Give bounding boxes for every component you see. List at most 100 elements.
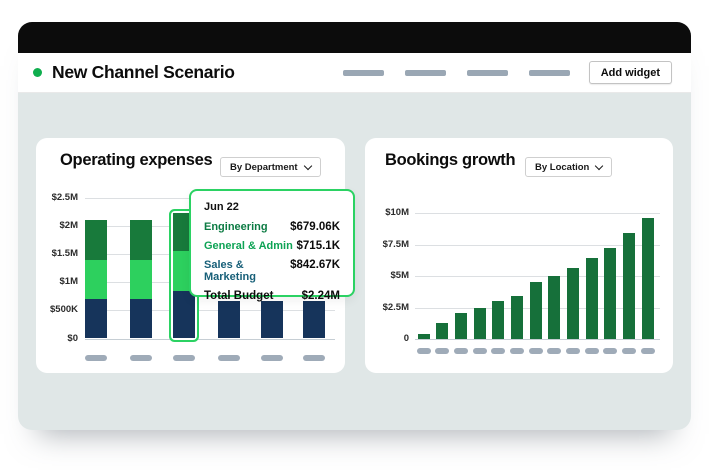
x-axis-label-placeholder [260, 355, 283, 361]
bar-segment [85, 298, 107, 339]
tooltip-total-value: $2.24M [301, 290, 340, 302]
gridline [415, 244, 660, 246]
bar[interactable] [641, 218, 654, 339]
bar[interactable] [260, 300, 283, 339]
x-axis-label-placeholder [85, 355, 107, 361]
gridline [415, 276, 660, 277]
x-axis-label-placeholder [584, 348, 599, 354]
tooltip-label: Sales & Marketing [204, 259, 256, 283]
page-title: New Channel Scenario [52, 62, 235, 82]
bar[interactable] [454, 312, 467, 339]
x-axis-label-placeholder [435, 348, 450, 354]
x-axis-label-placeholder [303, 355, 325, 361]
chart-tooltip: Jun 22 Engineering $679.06K General & Ad… [189, 189, 355, 302]
nav-placeholder-item[interactable] [404, 69, 446, 76]
bar-segment [585, 258, 598, 339]
nav-placeholder-item[interactable] [466, 69, 508, 76]
tooltip-row-total: Total Budget $2.24M [204, 290, 340, 302]
bar-segment [604, 248, 617, 339]
x-axis-label-placeholder [491, 348, 506, 354]
x-axis-label-placeholder [130, 355, 152, 361]
bar[interactable] [548, 276, 561, 339]
bar-segment [130, 298, 152, 339]
bar[interactable] [510, 296, 523, 339]
nav-placeholder-item[interactable] [342, 69, 384, 76]
bar[interactable] [417, 333, 430, 339]
bar-segment [622, 233, 635, 339]
bar-segment [436, 322, 449, 339]
app-header: New Channel Scenario Add widget [18, 53, 691, 93]
bar-segment [510, 296, 523, 339]
gridline [415, 339, 660, 340]
y-axis-label: 0 [403, 333, 409, 344]
bar-segment [417, 333, 430, 339]
bar-segment [529, 282, 542, 339]
x-axis-label-placeholder [547, 348, 562, 354]
bar[interactable] [130, 219, 152, 339]
bar[interactable] [85, 219, 107, 339]
bookings-growth-chart: $10M $7.5M $5M $2.5M 0 [365, 138, 673, 373]
y-axis-label: $1.5M [51, 248, 78, 260]
gridline [85, 338, 335, 340]
tooltip-value: $715.1K [296, 240, 340, 252]
y-axis-label: $2.5M [382, 301, 409, 313]
tooltip-row-sales-marketing: Sales & Marketing $842.67K [204, 259, 340, 283]
bar[interactable] [529, 282, 542, 339]
operating-expenses-title: Operating expenses [60, 151, 213, 169]
y-axis-label: $500K [50, 304, 78, 316]
x-axis-label-placeholder [173, 355, 195, 361]
tooltip-label: General & Admin [204, 240, 293, 252]
tooltip-date: Jun 22 [204, 201, 239, 213]
by-location-dropdown[interactable]: By Location [525, 157, 613, 177]
bar[interactable] [303, 300, 325, 339]
y-axis-label: $5M [390, 270, 409, 281]
nav-placeholders [342, 69, 570, 76]
bar-segment [548, 276, 561, 339]
bar[interactable] [473, 307, 486, 339]
bar[interactable] [566, 268, 579, 339]
x-axis-label-placeholder [453, 348, 468, 354]
bar-segment [85, 219, 107, 261]
add-widget-button[interactable]: Add widget [588, 61, 672, 84]
bar-segment [173, 291, 195, 339]
tooltip-row-general-admin: General & Admin $715.1K [204, 240, 340, 252]
bar[interactable] [436, 322, 449, 339]
bar[interactable] [492, 301, 505, 339]
bar[interactable] [218, 300, 240, 339]
by-department-dropdown-label: By Department [230, 161, 298, 173]
bar[interactable] [604, 248, 617, 339]
x-axis-label-placeholder [416, 348, 431, 354]
bookings-growth-card: Bookings growth By Location $10M $7.5M $5M… [365, 138, 673, 373]
by-location-dropdown-label: By Location [535, 161, 590, 173]
x-axis-label-placeholder [621, 348, 636, 354]
gridline [415, 213, 660, 214]
y-axis-label: $2M [59, 219, 78, 231]
operating-expenses-card: Operating expenses By Department $2.5M $2… [36, 138, 355, 373]
bar-segment [454, 312, 467, 339]
x-axis-label-placeholder [218, 355, 240, 361]
bar-segment [566, 268, 579, 339]
bar-segment [303, 300, 325, 339]
nav-placeholder-item[interactable] [528, 69, 570, 76]
bar-segment [641, 218, 654, 339]
bar-segment [218, 300, 240, 339]
by-department-dropdown[interactable]: By Department [220, 157, 321, 177]
app-window: New Channel Scenario Add widget Operatin… [18, 22, 691, 430]
x-axis-label-placeholder [472, 348, 487, 354]
bar[interactable] [585, 258, 598, 339]
x-axis-label-placeholder [603, 348, 618, 354]
window-titlebar [18, 22, 691, 53]
bar-segment [85, 260, 107, 299]
x-axis-label-placeholder [565, 348, 580, 354]
status-dot [33, 68, 42, 77]
bar-segment [260, 300, 283, 339]
bar-segment [130, 219, 152, 261]
y-axis-label: $10M [385, 207, 409, 218]
bar-segment [473, 307, 486, 339]
tooltip-total-label: Total Budget [204, 290, 274, 302]
y-axis-label: $7.5M [382, 238, 409, 250]
tooltip-row-engineering: Engineering $679.06K [204, 221, 340, 233]
bar[interactable] [622, 233, 635, 339]
x-axis-label-placeholder [509, 348, 524, 354]
bookings-growth-title: Bookings growth [385, 151, 516, 169]
